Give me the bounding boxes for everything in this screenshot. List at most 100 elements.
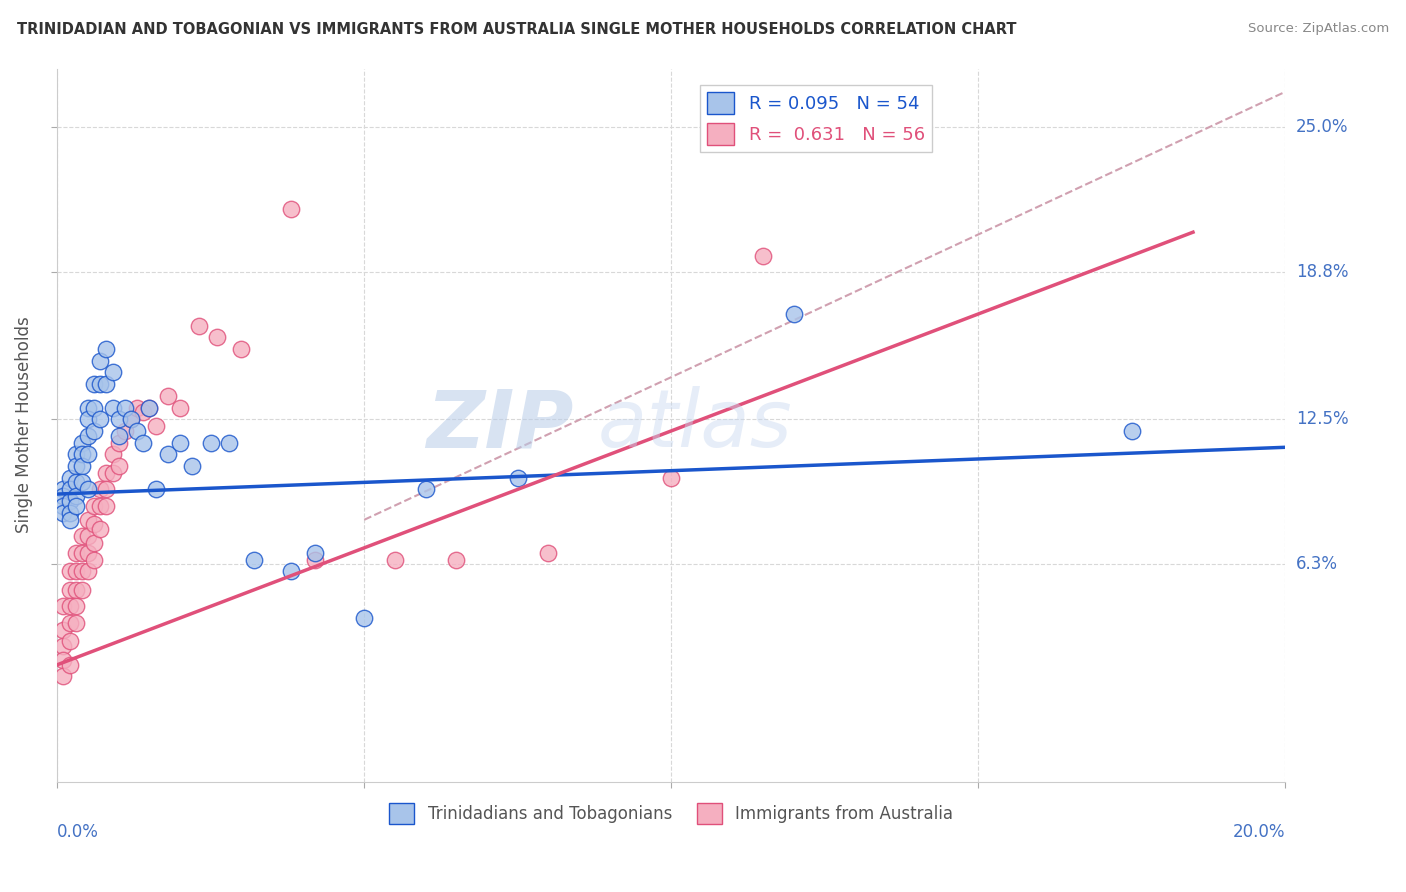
Point — [218, 435, 240, 450]
Point — [65, 475, 87, 490]
Legend: Trinidadians and Tobagonians, Immigrants from Australia: Trinidadians and Tobagonians, Immigrants… — [382, 797, 960, 830]
Point — [114, 401, 136, 415]
Point — [353, 611, 375, 625]
Point — [58, 634, 80, 648]
Point — [65, 599, 87, 614]
Text: atlas: atlas — [598, 386, 792, 464]
Point — [77, 401, 100, 415]
Point — [52, 506, 75, 520]
Point — [83, 424, 105, 438]
Point — [446, 552, 468, 566]
Point — [89, 499, 111, 513]
Point — [58, 494, 80, 508]
Point — [415, 483, 437, 497]
Point — [96, 342, 118, 356]
Point — [101, 401, 124, 415]
Point — [101, 447, 124, 461]
Y-axis label: Single Mother Households: Single Mother Households — [15, 317, 32, 533]
Point — [58, 513, 80, 527]
Point — [101, 366, 124, 380]
Point — [58, 615, 80, 630]
Point — [65, 564, 87, 578]
Point — [77, 564, 100, 578]
Point — [138, 401, 160, 415]
Point — [89, 377, 111, 392]
Point — [156, 447, 179, 461]
Point — [659, 471, 682, 485]
Point — [83, 401, 105, 415]
Point — [145, 419, 167, 434]
Point — [169, 401, 191, 415]
Point — [89, 353, 111, 368]
Point — [58, 506, 80, 520]
Point — [506, 471, 529, 485]
Point — [231, 342, 253, 356]
Point — [52, 669, 75, 683]
Point — [384, 552, 406, 566]
Point — [77, 447, 100, 461]
Text: 6.3%: 6.3% — [1296, 555, 1339, 574]
Point — [65, 458, 87, 473]
Point — [107, 428, 129, 442]
Point — [52, 499, 75, 513]
Point — [52, 623, 75, 637]
Point — [304, 545, 326, 559]
Point — [70, 529, 93, 543]
Point — [70, 435, 93, 450]
Point — [187, 318, 209, 333]
Point — [242, 552, 264, 566]
Point — [65, 490, 87, 504]
Point — [83, 517, 105, 532]
Point — [280, 202, 302, 216]
Point — [83, 552, 105, 566]
Point — [70, 458, 93, 473]
Text: TRINIDADIAN AND TOBAGONIAN VS IMMIGRANTS FROM AUSTRALIA SINGLE MOTHER HOUSEHOLDS: TRINIDADIAN AND TOBAGONIAN VS IMMIGRANTS… — [17, 22, 1017, 37]
Text: 25.0%: 25.0% — [1296, 118, 1348, 136]
Point — [138, 401, 160, 415]
Point — [132, 405, 155, 419]
Point — [77, 412, 100, 426]
Text: 12.5%: 12.5% — [1296, 410, 1348, 428]
Point — [304, 552, 326, 566]
Point — [77, 529, 100, 543]
Point — [83, 377, 105, 392]
Point — [127, 424, 149, 438]
Point — [65, 615, 87, 630]
Point — [77, 545, 100, 559]
Point — [132, 435, 155, 450]
Text: 20.0%: 20.0% — [1233, 823, 1285, 841]
Point — [89, 483, 111, 497]
Point — [107, 412, 129, 426]
Point — [783, 307, 806, 321]
Point — [107, 458, 129, 473]
Point — [65, 582, 87, 597]
Point — [65, 447, 87, 461]
Point — [280, 564, 302, 578]
Text: Source: ZipAtlas.com: Source: ZipAtlas.com — [1249, 22, 1389, 36]
Point — [70, 447, 93, 461]
Point — [156, 389, 179, 403]
Point — [181, 458, 204, 473]
Point — [752, 249, 775, 263]
Point — [70, 475, 93, 490]
Point — [83, 536, 105, 550]
Point — [537, 545, 560, 559]
Point — [96, 377, 118, 392]
Point — [70, 564, 93, 578]
Text: 18.8%: 18.8% — [1296, 263, 1348, 281]
Point — [58, 471, 80, 485]
Point — [77, 483, 100, 497]
Point — [65, 545, 87, 559]
Point — [58, 564, 80, 578]
Point — [169, 435, 191, 450]
Point — [200, 435, 222, 450]
Text: 0.0%: 0.0% — [58, 823, 100, 841]
Point — [89, 412, 111, 426]
Point — [77, 428, 100, 442]
Point — [107, 435, 129, 450]
Point — [52, 483, 75, 497]
Point — [58, 483, 80, 497]
Point — [101, 466, 124, 480]
Point — [96, 499, 118, 513]
Point — [58, 657, 80, 672]
